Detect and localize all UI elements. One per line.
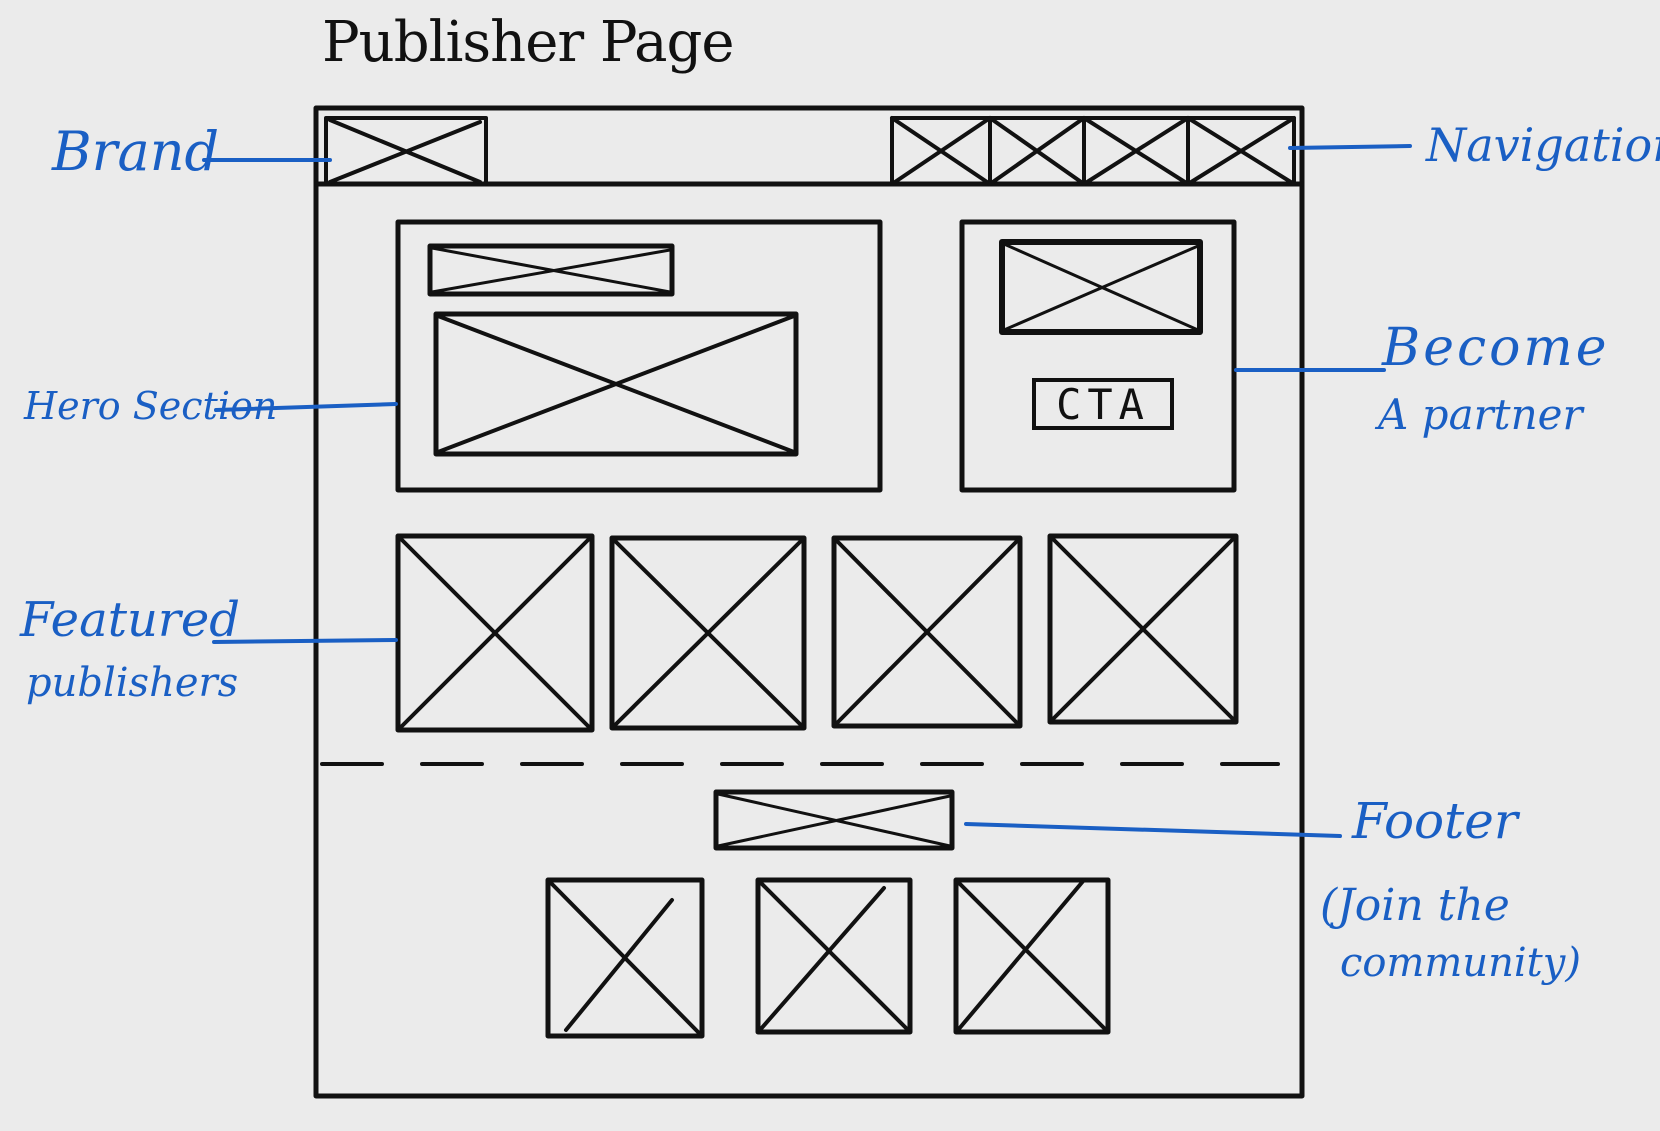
annotation-lines xyxy=(202,144,1412,838)
hero-section xyxy=(395,219,883,493)
featured-publishers-row xyxy=(395,533,1239,733)
cta-button[interactable]: CTA xyxy=(1032,378,1174,430)
a-partner-label: A partner xyxy=(1378,390,1583,439)
brand-label: Brand xyxy=(52,120,220,183)
hero-section-label: Hero Section xyxy=(24,384,278,428)
community-label: community) xyxy=(1340,940,1581,986)
page-title: Publisher Page xyxy=(322,10,734,75)
become-label: Become xyxy=(1382,318,1610,378)
footer-label: Footer xyxy=(1352,792,1518,850)
featured-label: Featured xyxy=(20,592,240,648)
become-partner-section xyxy=(959,219,1237,493)
navigation-placeholders xyxy=(890,116,1296,186)
navigation-label: Navigation xyxy=(1426,118,1660,172)
footer-section xyxy=(545,789,1111,1039)
publishers-label: publishers xyxy=(26,660,239,706)
brand-placeholder xyxy=(324,116,488,186)
page-frame xyxy=(313,105,1305,1099)
join-the-label: (Join the xyxy=(1320,880,1510,931)
